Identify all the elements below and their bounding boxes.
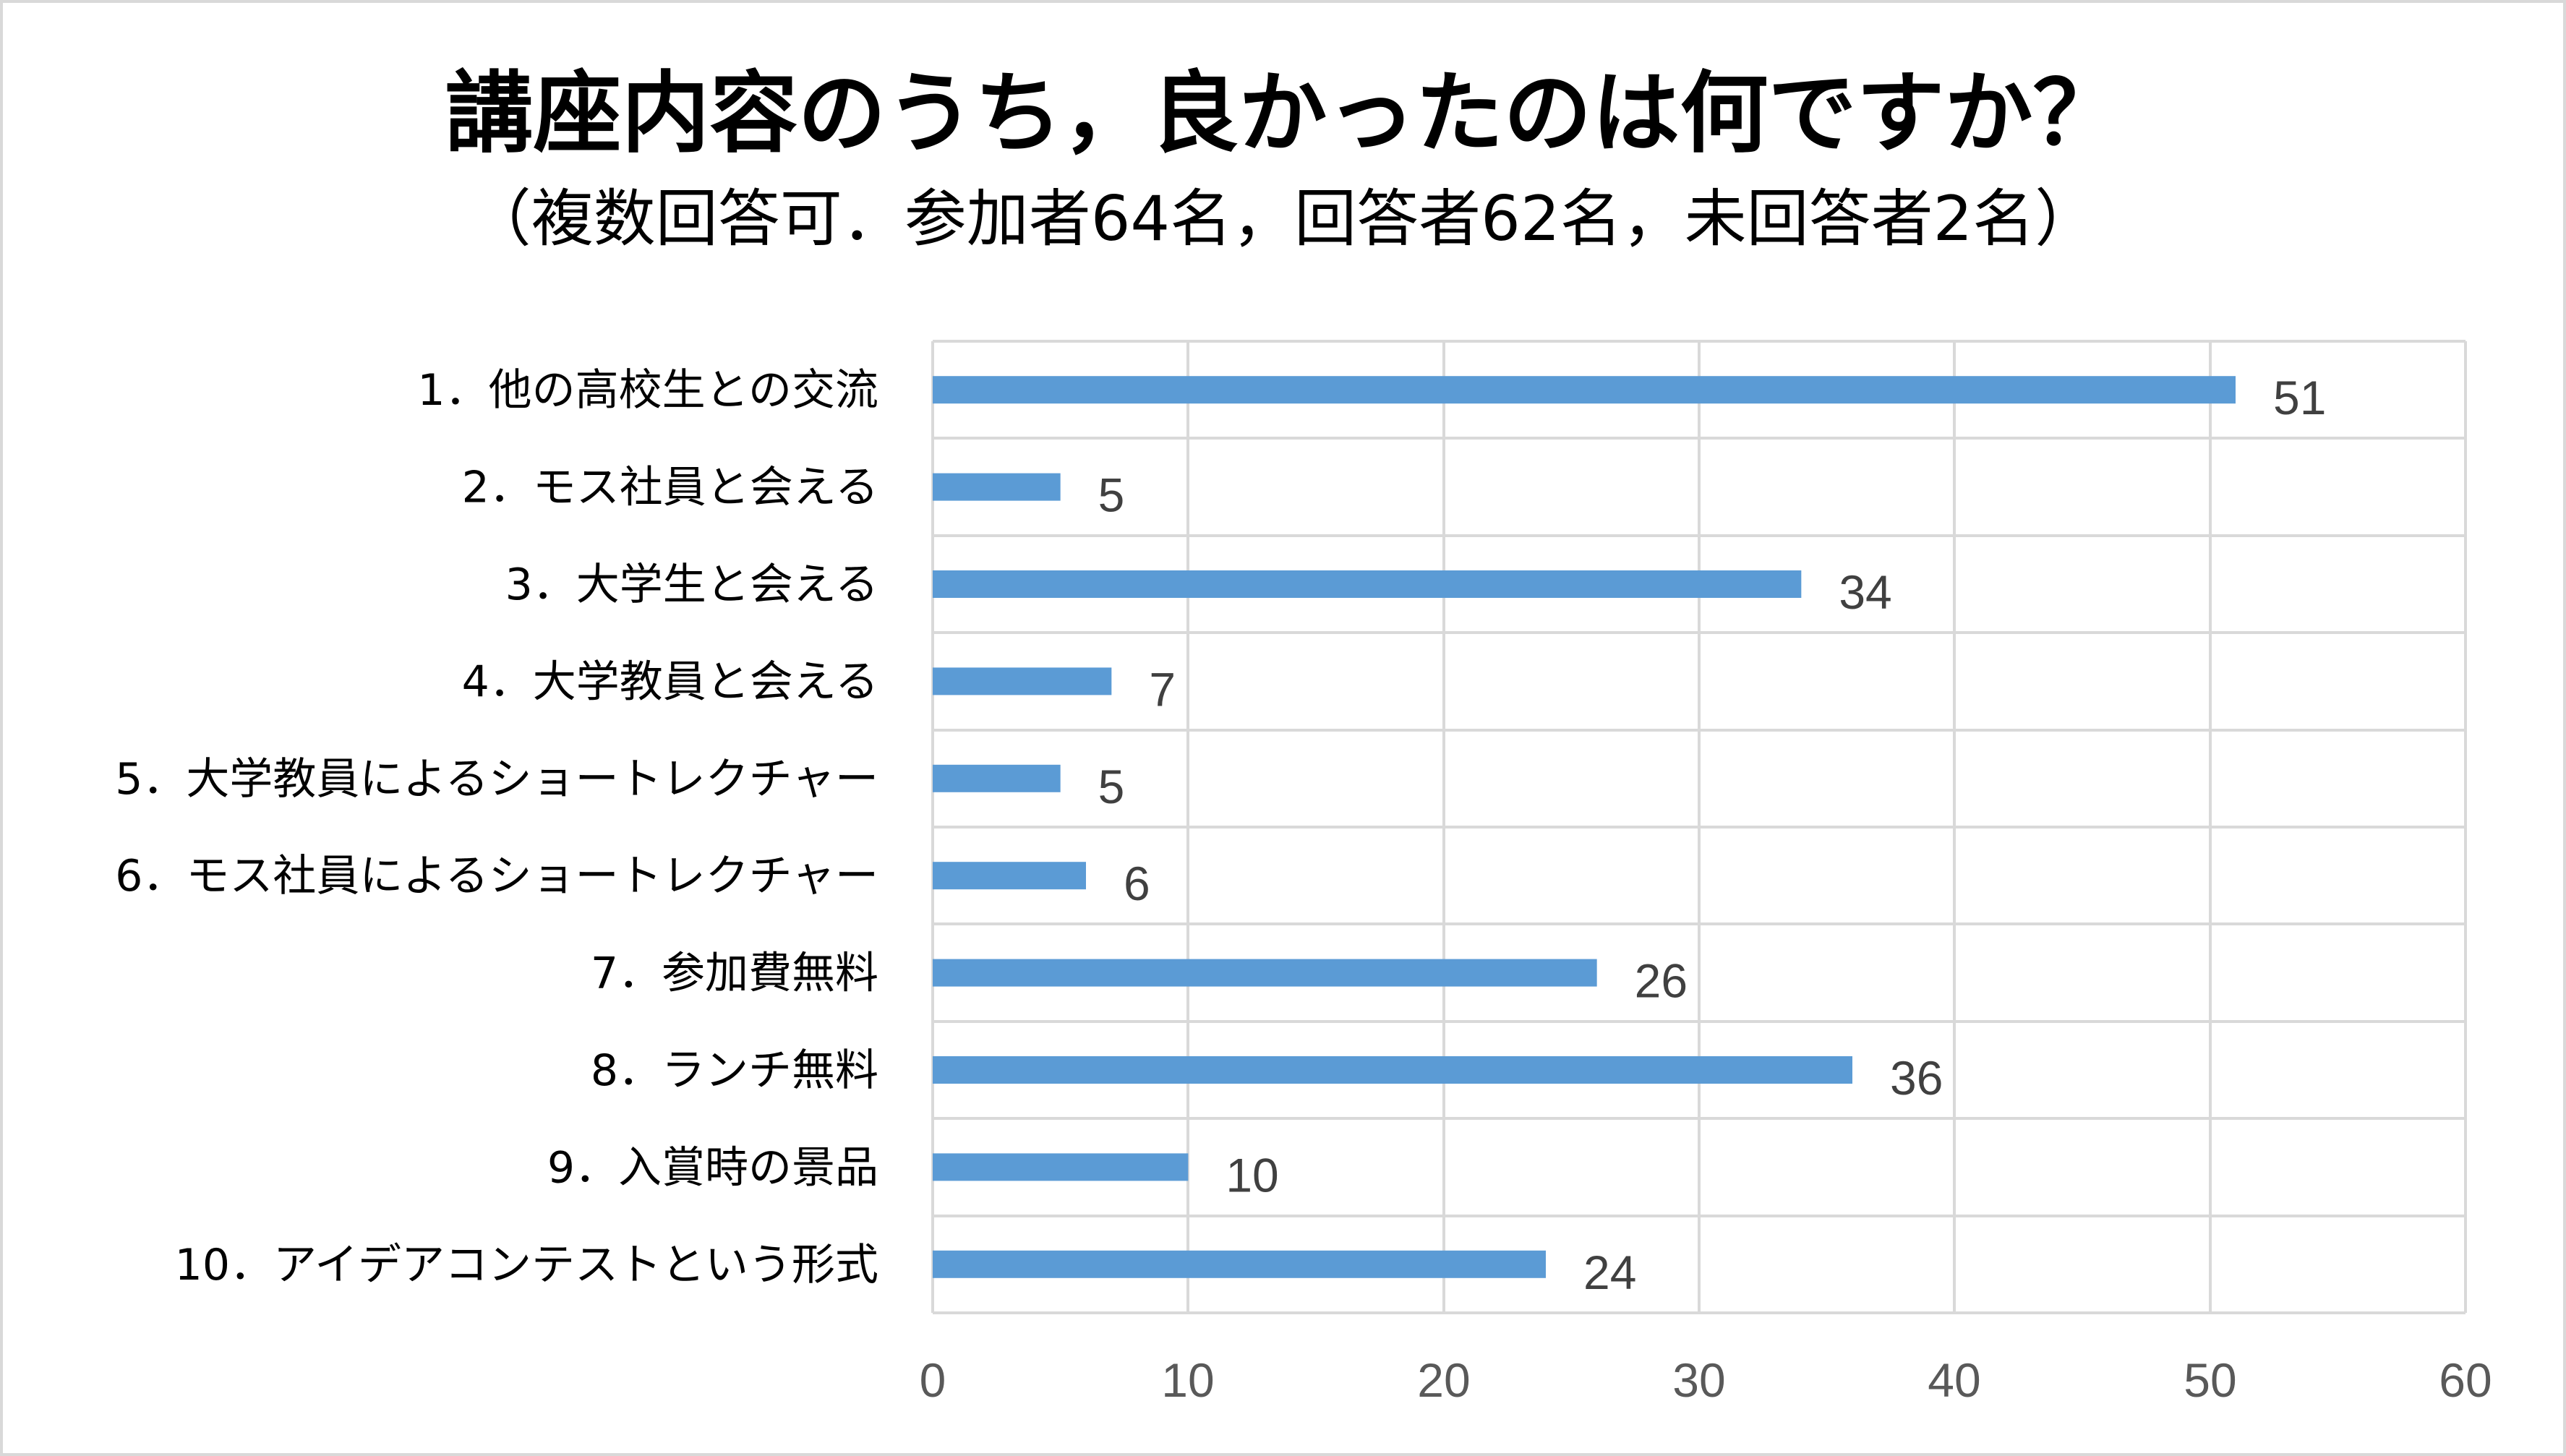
category-label: 2．モス社員と会える xyxy=(462,463,878,513)
category-label: 6．モス社員によるショートレクチャー xyxy=(115,851,878,902)
data-label: 10 xyxy=(1226,1148,1278,1202)
data-label: 36 xyxy=(1890,1051,1943,1105)
category-label: 7．参加費無料 xyxy=(591,948,878,999)
chart-title: 講座内容のうち，良かったのは何ですか？ xyxy=(445,62,2121,165)
bar xyxy=(933,667,1112,695)
data-label: 5 xyxy=(1098,468,1125,522)
x-tick-label: 10 xyxy=(1161,1353,1214,1407)
bar xyxy=(933,959,1597,987)
data-label: 7 xyxy=(1149,662,1176,716)
bar xyxy=(933,1250,1546,1278)
data-label: 26 xyxy=(1635,954,1688,1008)
bar xyxy=(933,862,1086,890)
data-label: 5 xyxy=(1098,760,1125,813)
x-tick-label: 60 xyxy=(2439,1353,2492,1407)
x-tick-label: 30 xyxy=(1672,1353,1725,1407)
gridlines xyxy=(931,340,2467,1314)
chart-subtitle: （複数回答可．参加者64名，回答者62名，未回答者2名） xyxy=(469,183,2097,255)
category-label: 8．ランチ無料 xyxy=(591,1045,878,1096)
bars xyxy=(933,376,2236,1278)
labels: 0 10 20 30 40 50 60 1．他の高校生との交流 51 2．モス社員と会える 5 3．大… xyxy=(115,365,2492,1407)
category-label: 3．大学生と会える xyxy=(505,560,878,610)
x-tick-label: 50 xyxy=(2184,1353,2236,1407)
x-tick-label: 20 xyxy=(1417,1353,1470,1407)
data-label: 34 xyxy=(1839,565,1891,619)
bar xyxy=(933,1056,1852,1084)
category-label: 4．大学教員と会える xyxy=(462,656,878,707)
x-tick-label: 0 xyxy=(920,1353,946,1407)
category-label: 10．アイデアコンテストという形式 xyxy=(175,1240,878,1290)
bar xyxy=(933,473,1061,501)
data-label: 51 xyxy=(2273,371,2326,424)
bar xyxy=(933,570,1802,598)
bar xyxy=(933,376,2236,404)
bar xyxy=(933,1153,1189,1181)
category-label: 1．他の高校生との交流 xyxy=(417,365,878,416)
data-label: 6 xyxy=(1124,857,1150,910)
category-label: 5．大学教員によるショートレクチャー xyxy=(115,754,878,805)
category-label: 9．入賞時の景品 xyxy=(547,1142,878,1193)
bar xyxy=(933,764,1061,792)
data-label: 24 xyxy=(1583,1246,1636,1299)
x-tick-label: 40 xyxy=(1928,1353,1980,1407)
